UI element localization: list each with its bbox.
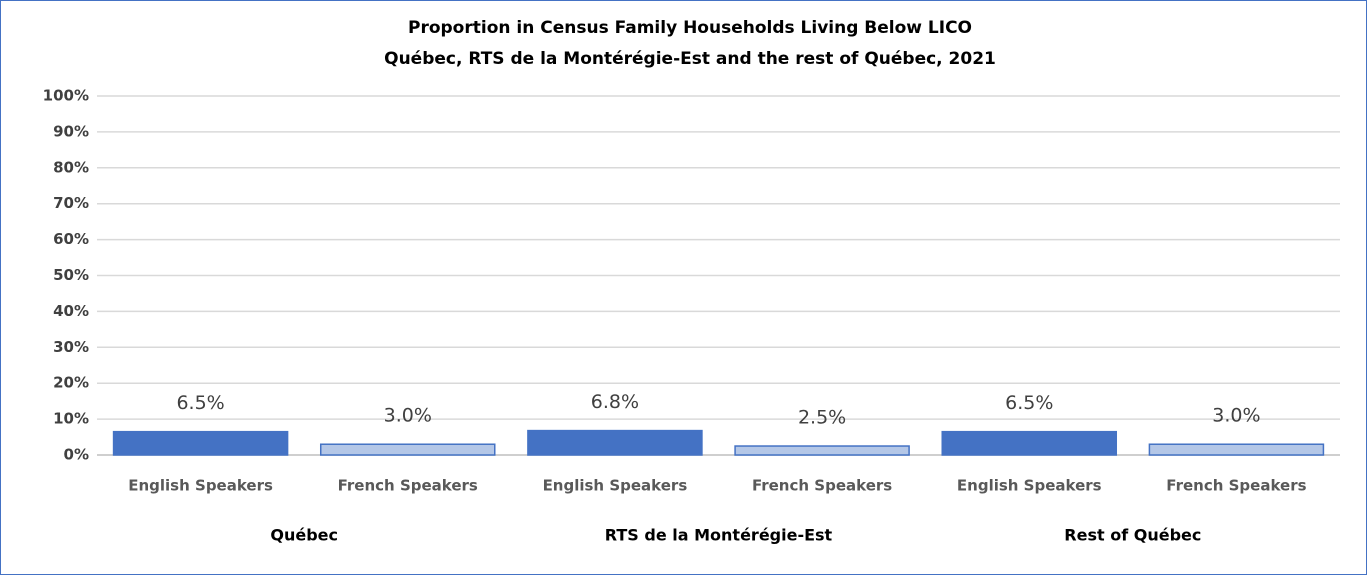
value-label: 6.5% [1005, 392, 1053, 414]
y-tick-label: 10% [53, 410, 89, 428]
value-label: 3.0% [384, 405, 432, 427]
bar [734, 445, 910, 456]
x-tick-label: French Speakers [752, 477, 892, 495]
bar [319, 443, 496, 456]
x-tick-label: English Speakers [957, 477, 1102, 495]
y-tick-label: 30% [53, 338, 89, 356]
group-label: RTS de la Montérégie-Est [605, 526, 833, 545]
y-tick-label: 90% [53, 122, 89, 140]
bar [941, 430, 1118, 456]
value-label: 6.8% [591, 391, 639, 413]
x-tick-label: French Speakers [1166, 477, 1306, 495]
y-tick-label: 60% [53, 230, 89, 248]
bar [527, 429, 703, 456]
y-tick-label: 70% [53, 194, 89, 212]
value-label: 6.5% [176, 392, 224, 414]
x-tick-label: French Speakers [338, 477, 478, 495]
value-label: 3.0% [1212, 405, 1260, 427]
x-tick-label: English Speakers [543, 477, 688, 495]
y-tick-label: 100% [43, 87, 89, 105]
y-tick-label: 40% [53, 302, 89, 320]
value-label: 2.5% [798, 407, 846, 429]
bar [112, 430, 289, 456]
group-label: Rest of Québec [1064, 526, 1201, 545]
y-tick-label: 50% [53, 266, 89, 284]
group-label: Québec [270, 526, 338, 545]
bar [1148, 443, 1325, 456]
y-tick-label: 80% [53, 158, 89, 176]
x-tick-label: English Speakers [128, 477, 273, 495]
chart-subtitle: Québec, RTS de la Montérégie-Est and the… [384, 49, 996, 69]
y-tick-label: 20% [53, 374, 89, 392]
y-tick-label: 0% [64, 446, 89, 464]
chart-title: Proportion in Census Family Households L… [408, 18, 972, 38]
